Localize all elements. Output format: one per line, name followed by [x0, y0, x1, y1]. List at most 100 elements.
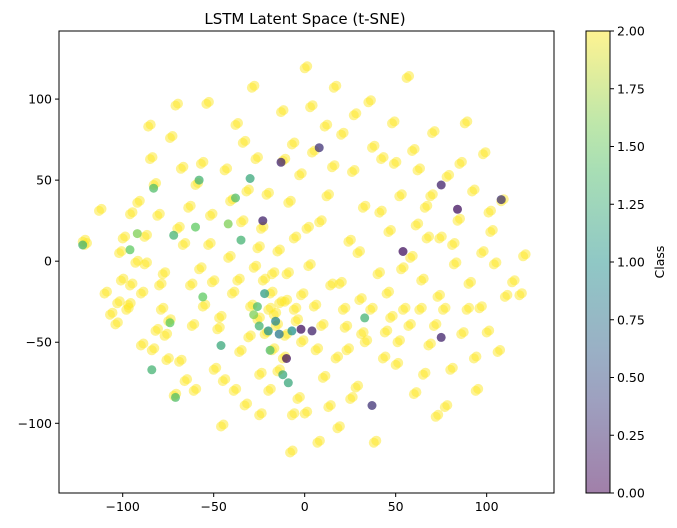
scatter-point — [203, 96, 214, 107]
scatter-point — [187, 278, 198, 289]
scatter-point — [267, 286, 278, 297]
scatter-point — [254, 241, 265, 252]
y-tick-label: 0 — [44, 254, 52, 269]
scatter-point — [296, 168, 307, 179]
scatter-point — [229, 286, 240, 297]
scatter-point — [145, 119, 156, 130]
scatter-point — [167, 131, 178, 141]
scatter-point — [243, 184, 254, 195]
scatter-point — [462, 116, 473, 127]
colorbar-tick-label: 1.25 — [617, 197, 645, 212]
scatter-point — [313, 343, 324, 354]
scatter-point — [469, 184, 480, 195]
scatter-point — [174, 221, 185, 232]
scatter-point-minority — [171, 392, 180, 402]
scatter-point — [415, 163, 425, 174]
colorbar-tick-label: 0.75 — [617, 312, 645, 327]
scatter-point-minority — [283, 378, 293, 388]
scatter-point — [456, 156, 467, 167]
scatter-point — [418, 273, 429, 284]
scatter-point — [351, 108, 362, 119]
scatter-point — [436, 231, 447, 242]
scatter-point — [307, 100, 318, 111]
scatter-point — [405, 319, 416, 329]
colorbar: 0.00 0.25 0.50 0.75 1.00 1.25 1.50 1.75 2.00 Clas… — [585, 24, 667, 501]
scatter-point — [271, 307, 282, 318]
y-tick-label: 50 — [36, 173, 52, 188]
scatter-point — [378, 152, 389, 163]
scatter-point — [207, 208, 218, 219]
x-tick-label: −50 — [200, 499, 226, 514]
scatter-point — [269, 267, 280, 278]
scatter-point — [420, 367, 431, 378]
scatter-point — [278, 105, 289, 116]
scatter-point — [353, 380, 364, 391]
scatter-point — [311, 299, 322, 310]
scatter-point — [473, 383, 484, 394]
scatter-point — [380, 351, 391, 362]
x-tick-label: −100 — [106, 499, 140, 514]
scatter-point-minority — [287, 326, 297, 336]
chart-title: LSTM Latent Space (t-SNE) — [204, 10, 405, 28]
scatter-point — [289, 408, 300, 419]
scatter-point — [153, 323, 163, 334]
scatter-point — [225, 250, 236, 261]
scatter-point — [211, 362, 222, 373]
scatter-point — [375, 267, 385, 278]
scatter-point — [240, 135, 251, 146]
colorbar-tick-label: 2.00 — [617, 24, 645, 39]
scatter-point — [185, 200, 196, 211]
scatter-point — [516, 288, 527, 299]
scatter-point — [391, 156, 402, 167]
scatter-point — [298, 335, 309, 346]
scatter-point — [333, 351, 344, 362]
y-tick-label: 100 — [28, 92, 52, 107]
scatter-point — [127, 207, 138, 218]
scatter-point — [294, 392, 305, 402]
scatter-point — [264, 187, 274, 198]
scatter-point-minority — [260, 289, 270, 299]
scatter-point — [302, 406, 313, 417]
scatter-point — [256, 367, 267, 378]
scatter-point — [334, 421, 345, 432]
scatter-point-minority — [258, 216, 268, 226]
scatter-point — [134, 195, 145, 206]
scatter-point — [253, 152, 263, 163]
scatter-point — [449, 238, 460, 248]
scatter-point — [238, 215, 249, 226]
scatter-point — [322, 119, 333, 130]
axes-layer: −100 −50 0 50 100 −100 −50 0 50 100 — [18, 30, 555, 514]
scatter-point — [433, 409, 444, 420]
scatter-point — [455, 213, 465, 224]
scatter-point — [289, 137, 300, 148]
scatter-point-minority — [274, 329, 284, 339]
scatter-point — [178, 161, 189, 172]
scatter-point — [305, 259, 316, 270]
scatter-point-minority — [276, 157, 286, 167]
scatter-point — [265, 383, 276, 394]
scatter-point — [287, 445, 298, 456]
axes-frame — [58, 30, 555, 494]
scatter-point — [236, 345, 247, 355]
colorbar-tick-label: 0.50 — [617, 370, 645, 385]
scatter-point — [125, 298, 136, 308]
scatter-point — [329, 160, 340, 171]
scatter-point — [251, 260, 262, 271]
scatter-point — [127, 278, 138, 289]
scatter-point — [491, 257, 502, 268]
scatter-point — [216, 310, 227, 321]
scatter-point — [138, 286, 149, 297]
scatter-point — [274, 244, 285, 255]
scatter-point — [304, 221, 314, 232]
scatter-point — [154, 208, 165, 219]
scatter-point-minority — [165, 318, 175, 328]
scatter-point-minority — [249, 310, 259, 320]
scatter-point — [291, 302, 302, 313]
scatter-point — [324, 189, 334, 200]
scatter-point-minority — [263, 326, 273, 336]
scatter-point — [282, 294, 293, 305]
scatter-point — [466, 276, 476, 287]
scatter-point — [198, 156, 209, 167]
scatter-point — [369, 140, 380, 151]
scatter-point-minority — [278, 370, 288, 380]
